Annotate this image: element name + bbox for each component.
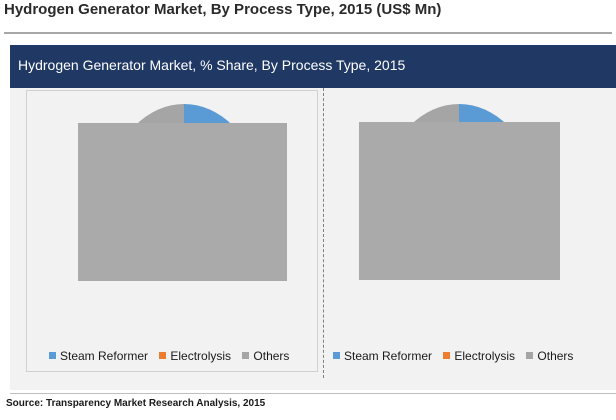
legend-item-others: Others <box>242 349 289 363</box>
panel-header-title: Hydrogen Generator Market, % Share, By P… <box>18 57 406 73</box>
left-legend: Steam Reformer Electrolysis Others <box>49 348 297 364</box>
legend-item-electrolysis: Electrolysis <box>159 349 231 363</box>
source-divider <box>10 393 616 394</box>
source-note: Source: Transparency Market Research Ana… <box>6 398 266 409</box>
legend-label: Electrolysis <box>170 348 232 363</box>
left-chart-overlay <box>78 123 287 281</box>
legend-label: Electrolysis <box>454 348 516 363</box>
legend-swatch <box>49 352 56 359</box>
legend-label: Steam Reformer <box>344 348 433 363</box>
right-chart-overlay <box>359 122 560 280</box>
legend-item-electrolysis: Electrolysis <box>443 349 515 363</box>
legend-item-steam-reformer: Steam Reformer <box>49 349 148 363</box>
legend-label: Others <box>253 348 290 363</box>
left-chart-frame <box>26 90 318 372</box>
legend-item-others: Others <box>526 349 573 363</box>
legend-swatch <box>526 352 534 359</box>
title-divider <box>4 32 612 34</box>
legend-item-steam-reformer: Steam Reformer <box>333 349 432 363</box>
legend-swatch <box>443 352 451 359</box>
legend-swatch <box>333 352 340 359</box>
legend-swatch <box>242 352 250 359</box>
legend-label: Steam Reformer <box>60 348 149 363</box>
legend-swatch <box>159 352 167 359</box>
chart-divider <box>323 88 324 378</box>
right-legend: Steam Reformer Electrolysis Others <box>333 348 581 364</box>
panel-header: Hydrogen Generator Market, % Share, By P… <box>10 45 616 88</box>
page-title: Hydrogen Generator Market, By Process Ty… <box>4 1 442 18</box>
legend-label: Others <box>537 348 574 363</box>
